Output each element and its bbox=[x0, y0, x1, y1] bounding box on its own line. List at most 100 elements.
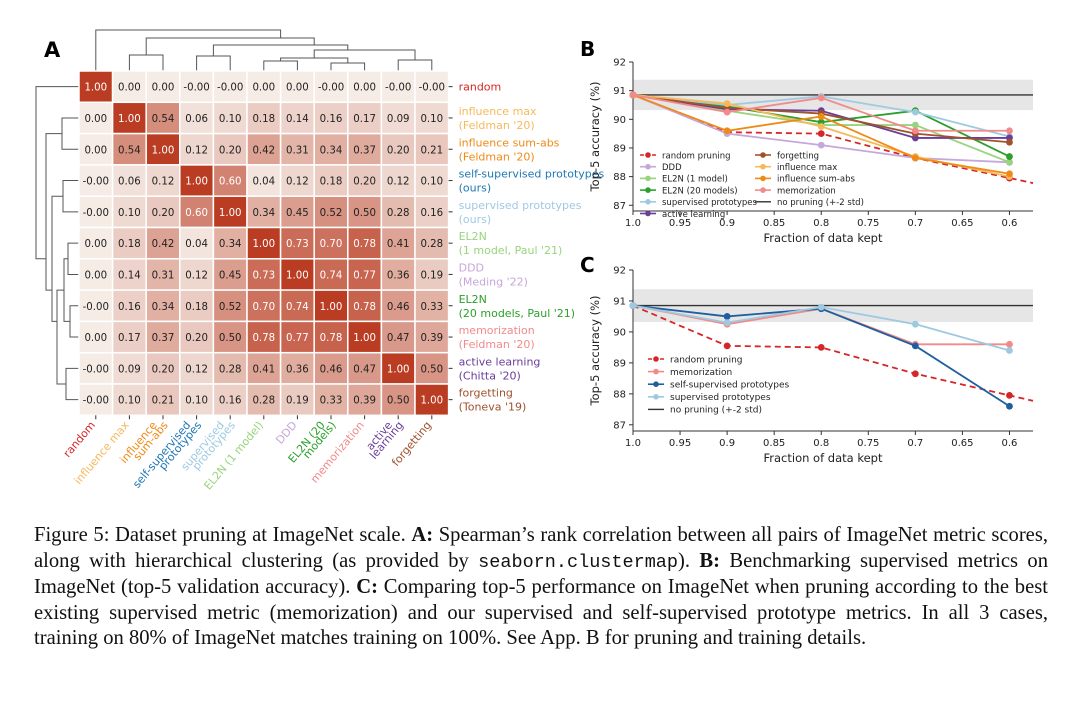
heatmap-cell-value: 0.06 bbox=[118, 177, 141, 188]
caption-b-label: B: bbox=[699, 549, 720, 572]
data-point bbox=[1006, 347, 1013, 354]
data-point bbox=[629, 91, 637, 99]
x-tick-label: 0.9 bbox=[719, 218, 735, 229]
dendrogram-link bbox=[35, 86, 79, 260]
figure-caption: Figure 5: Dataset pruning at ImageNet sc… bbox=[34, 523, 1048, 652]
legend-marker bbox=[645, 187, 651, 193]
heatmap-cell-value: 0.47 bbox=[387, 333, 410, 344]
heatmap-cell-value: -0.00 bbox=[183, 83, 209, 94]
heatmap-cell-value: 0.50 bbox=[387, 396, 410, 407]
heatmap-cell-value: 0.04 bbox=[252, 177, 275, 188]
heatmap-cell bbox=[380, 70, 416, 104]
heatmap-cell bbox=[414, 351, 450, 385]
heatmap-cell-value: -0.00 bbox=[83, 177, 109, 188]
dendrogram-link bbox=[263, 60, 298, 71]
column-label: DDD bbox=[273, 419, 299, 447]
data-point bbox=[723, 319, 731, 327]
heatmap-cell-value: 1.00 bbox=[219, 208, 242, 219]
dendrogram-link bbox=[330, 62, 366, 71]
data-point bbox=[629, 302, 637, 310]
heatmap-cell bbox=[111, 226, 147, 260]
heatmap-cell-value: 0.46 bbox=[320, 364, 343, 375]
heatmap-cell-value: 0.77 bbox=[286, 333, 309, 344]
data-point bbox=[1006, 340, 1013, 348]
heatmap-cell bbox=[380, 351, 416, 385]
row-label: influence sum-abs bbox=[459, 136, 560, 149]
heatmap-cell bbox=[313, 101, 349, 135]
heatmap-cell-value: 0.78 bbox=[353, 302, 376, 313]
legend-label: no pruning (+-2 std) bbox=[777, 198, 864, 208]
heatmap-cell-value: 0.33 bbox=[420, 302, 443, 313]
heatmap-cell bbox=[414, 289, 450, 323]
x-tick-label: 1.0 bbox=[625, 438, 641, 449]
heatmap-cell-value: 0.78 bbox=[353, 239, 376, 250]
heatmap-cell bbox=[279, 383, 315, 417]
heatmap-cell bbox=[145, 195, 181, 229]
dendrogram-link bbox=[56, 289, 66, 385]
data-point bbox=[911, 121, 919, 129]
legend-marker bbox=[645, 210, 651, 217]
heatmap-cell-value: 0.09 bbox=[387, 114, 410, 125]
legend-label: DDD bbox=[662, 163, 682, 173]
heatmap-cell bbox=[246, 132, 282, 166]
heatmap-cell-value: 1.00 bbox=[252, 239, 275, 250]
data-point bbox=[723, 100, 731, 107]
x-tick-label: 0.95 bbox=[669, 438, 691, 449]
heatmap-cell-value: 0.00 bbox=[84, 333, 107, 344]
heatmap-cell bbox=[145, 258, 181, 291]
dendrogram-link bbox=[65, 367, 79, 401]
heatmap-cell-value: 0.12 bbox=[387, 177, 410, 188]
heatmap-cell bbox=[279, 195, 315, 229]
heatmap-cell-value: 0.14 bbox=[118, 270, 141, 281]
figure-5: A 1.00 0.00 0.00 -0.00 -0.00 0.00 0.00 -0.00 0.0… bbox=[35, 29, 1034, 492]
x-tick-label: 0.75 bbox=[857, 218, 879, 229]
heatmap-cell-value: 0.34 bbox=[219, 239, 242, 250]
heatmap-cell-value: 0.16 bbox=[219, 396, 242, 407]
legend-marker bbox=[645, 163, 651, 170]
y-tick-label: 91 bbox=[613, 296, 626, 307]
heatmap-cell bbox=[212, 383, 248, 417]
heatmap-cell-value: 0.31 bbox=[286, 145, 309, 156]
dendrogram-link bbox=[63, 258, 70, 322]
row-label-subtitle: (20 models, Paul '21) bbox=[459, 307, 575, 320]
legend-label: supervised prototypes bbox=[670, 393, 771, 403]
heatmap-cell-value: 0.45 bbox=[219, 270, 242, 281]
row-label-subtitle: (Toneva '19) bbox=[459, 401, 527, 414]
caption-a-end: ). bbox=[678, 549, 700, 572]
legend-marker bbox=[653, 381, 659, 388]
data-point bbox=[723, 108, 731, 116]
row-label: influence max bbox=[459, 105, 537, 118]
data-point bbox=[723, 313, 731, 320]
row-label: memorization bbox=[459, 324, 535, 337]
heatmap-cell-value: 0.70 bbox=[320, 239, 343, 250]
data-point bbox=[817, 130, 825, 138]
y-axis-label: Top-5 accuracy (%) bbox=[588, 296, 602, 407]
legend-label: EL2N (20 models) bbox=[662, 186, 738, 196]
heatmap-cell bbox=[246, 70, 282, 104]
data-point bbox=[911, 127, 919, 135]
heatmap-cell-value: -0.00 bbox=[385, 83, 411, 94]
data-point bbox=[1006, 391, 1013, 399]
heatmap-cell-value: 0.46 bbox=[387, 302, 410, 313]
x-tick-label: 0.85 bbox=[763, 438, 785, 449]
heatmap-cell-value: 0.31 bbox=[152, 270, 175, 281]
heatmap-cell-value: 0.50 bbox=[219, 333, 242, 344]
heatmap-cell-value: 0.10 bbox=[118, 396, 141, 407]
heatmap-cell bbox=[179, 226, 215, 260]
heatmap-cell-value: 0.78 bbox=[252, 333, 275, 344]
dendrogram-link bbox=[95, 29, 282, 71]
heatmap-cell-value: 0.54 bbox=[152, 114, 175, 125]
heatmap-cell-value: -0.00 bbox=[83, 364, 109, 375]
legend-marker bbox=[760, 175, 766, 182]
heatmap-cell-value: 0.20 bbox=[185, 333, 208, 344]
dendrogram-link bbox=[51, 195, 63, 322]
row-label-subtitle: (Feldman '20) bbox=[459, 119, 535, 132]
heatmap-cell-value: 0.20 bbox=[152, 208, 175, 219]
dendrogram-link bbox=[212, 44, 349, 56]
heatmap-cell-value: 0.39 bbox=[420, 333, 443, 344]
heatmap-cell-value: 0.74 bbox=[320, 270, 343, 281]
heatmap-cell-value: 0.50 bbox=[420, 364, 443, 375]
heatmap-cell bbox=[279, 320, 315, 354]
row-label: active learning bbox=[459, 355, 541, 368]
legend-marker bbox=[645, 175, 651, 182]
